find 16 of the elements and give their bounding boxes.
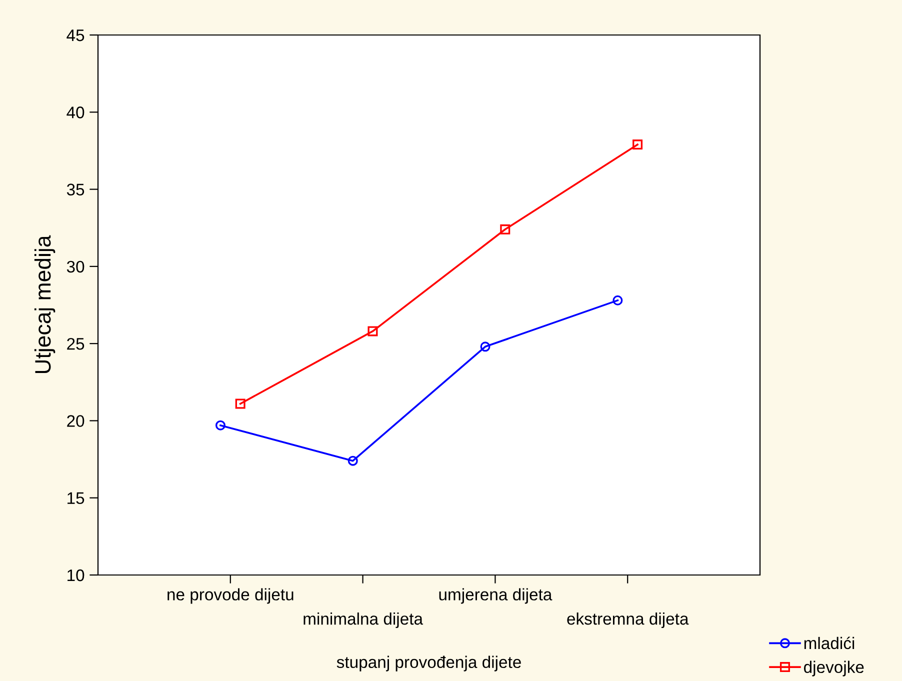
y-axis-title: Utjecaj medija — [34, 235, 56, 374]
y-tick-label: 10 — [68, 569, 84, 582]
x-axis-title: stupanj provođenja dijete — [336, 656, 521, 672]
x-tick-label: ne provode dijetu — [168, 588, 294, 604]
x-tick-label: ekstremna dijeta — [567, 612, 689, 628]
y-tick-label: 25 — [67, 338, 84, 350]
legend-label: djevojke — [804, 660, 864, 676]
y-tick-label: 45 — [66, 30, 84, 42]
y-tick-label: 15 — [68, 492, 84, 504]
x-tick-label: umjerena dijeta — [439, 588, 552, 604]
x-tick-label: minimalna dijeta — [304, 612, 424, 628]
y-tick-label: 40 — [66, 106, 84, 118]
legend-label: mladići — [804, 636, 854, 650]
y-tick-label: 30 — [66, 260, 84, 273]
y-tick-label: 20 — [67, 415, 84, 427]
y-tick-label: 35 — [66, 184, 84, 196]
